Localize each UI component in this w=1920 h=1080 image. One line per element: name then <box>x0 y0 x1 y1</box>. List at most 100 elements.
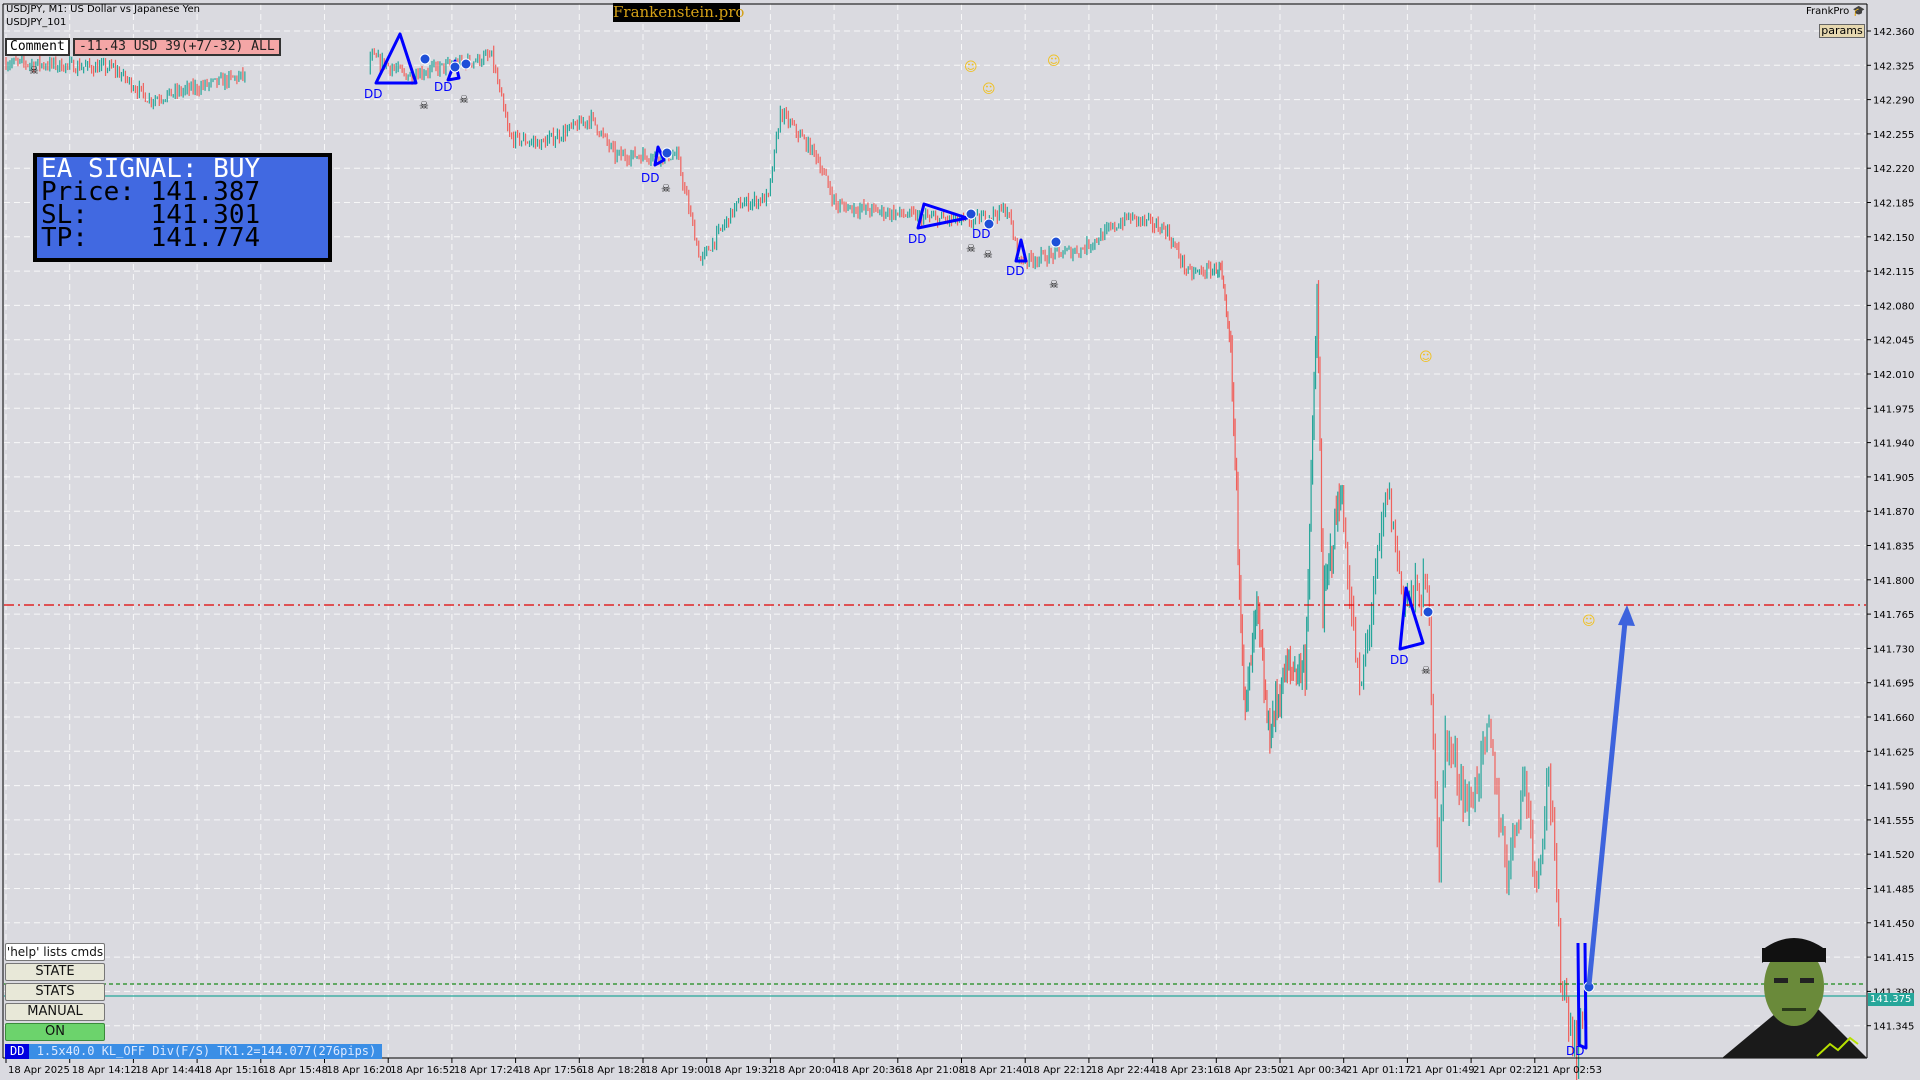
dd-label: DD <box>641 171 659 185</box>
dd-triangle <box>1398 586 1425 651</box>
price-tick-label: 142.255 <box>1873 130 1914 141</box>
buy-marker-icon <box>661 147 673 159</box>
price-tick-label: 142.045 <box>1873 336 1914 347</box>
price-tick-label: 141.345 <box>1873 1022 1914 1033</box>
price-tick-label: 141.870 <box>1873 507 1914 518</box>
price-tick-label: 142.325 <box>1873 61 1914 72</box>
price-tick-label: 141.730 <box>1873 644 1914 655</box>
manual-button[interactable]: MANUAL <box>5 1003 105 1021</box>
time-tick-label: 21 Apr 01:17 <box>1346 1065 1411 1076</box>
time-tick-label: 18 Apr 15:48 <box>263 1065 328 1076</box>
time-tick-label: 18 Apr 14:12 <box>72 1065 137 1076</box>
dd-triangle <box>1014 238 1028 263</box>
price-tick-label: 141.800 <box>1873 576 1914 587</box>
user-name: FrankPro <box>1806 6 1850 17</box>
dd-label: DD <box>364 87 382 101</box>
price-tick-label: 141.555 <box>1873 816 1914 827</box>
buy-marker-icon <box>449 61 461 73</box>
price-tick-label: 142.080 <box>1873 301 1914 312</box>
time-tick-label: 18 Apr 22:12 <box>1027 1065 1092 1076</box>
skull-icon: ☠ <box>1049 278 1059 291</box>
price-tick-label: 141.485 <box>1873 885 1914 896</box>
price-tick-label: 141.765 <box>1873 610 1914 621</box>
pnl-summary: -11.43 USD 39(+7/-32) ALL <box>73 38 281 56</box>
dd-triangle <box>1576 942 1588 1050</box>
time-tick-label: 18 Apr 23:50 <box>1218 1065 1283 1076</box>
price-tick-label: 142.290 <box>1873 96 1914 107</box>
time-tick-label: 18 Apr 16:20 <box>327 1065 392 1076</box>
price-axis: 142.360 142.325 142.290 142.255 142.220 142.1… <box>1867 27 1914 1033</box>
price-tick-label: 141.940 <box>1873 439 1914 450</box>
time-tick-label: 21 Apr 02:53 <box>1537 1065 1602 1076</box>
dd-label: DD <box>908 232 926 246</box>
price-tick-label: 141.660 <box>1873 713 1914 724</box>
price-tick-label: 141.625 <box>1873 747 1914 758</box>
state-button[interactable]: STATE <box>5 963 105 981</box>
time-tick-label: 18 Apr 17:24 <box>454 1065 519 1076</box>
price-tick-label: 141.450 <box>1873 919 1914 930</box>
smiley-icon: ☺ <box>1047 54 1061 69</box>
skull-icon: ☠ <box>419 99 429 112</box>
brand-logo: Frankenstein.pro <box>613 3 745 22</box>
time-tick-label: 18 Apr 15:16 <box>199 1065 264 1076</box>
frankenstein-portrait <box>1722 938 1867 1058</box>
signal-heading: EA SIGNAL: BUY <box>41 154 261 184</box>
price-tick-label: 141.380 <box>1873 987 1914 998</box>
signal-tp: TP: 141.774 <box>41 223 261 253</box>
command-input[interactable]: 'help' lists cmds <box>5 943 105 961</box>
time-tick-label: 18 Apr 17:56 <box>518 1065 583 1076</box>
buy-marker-icon <box>1422 606 1434 618</box>
time-tick-label: 21 Apr 00:34 <box>1282 1065 1347 1076</box>
signal-price: Price: 141.387 <box>41 177 261 207</box>
dd-triangle <box>374 32 418 85</box>
time-tick-label: 18 Apr 21:40 <box>964 1065 1029 1076</box>
price-tick-label: 142.220 <box>1873 164 1914 175</box>
time-tick-label: 18 Apr 19:32 <box>709 1065 774 1076</box>
price-tick-label: 141.905 <box>1873 473 1914 484</box>
price-tick-label: 141.835 <box>1873 542 1914 553</box>
buy-marker-icon <box>419 53 431 65</box>
price-tick-label: 141.695 <box>1873 679 1914 690</box>
buy-marker-icon <box>460 58 472 70</box>
time-tick-label: 18 Apr 16:52 <box>390 1065 455 1076</box>
symbol-title: USDJPY, M1: US Dollar vs Japanese Yen <box>6 4 200 15</box>
price-tick-label: 142.115 <box>1873 267 1914 278</box>
time-tick-label: 18 Apr 21:08 <box>900 1065 965 1076</box>
buy-marker-icon <box>1050 236 1062 248</box>
signal-sl: SL: 141.301 <box>41 200 261 230</box>
graduation-cap-icon: 🎓 <box>1852 6 1865 17</box>
buy-marker-icon <box>983 218 995 230</box>
current-price-label: 141.375 <box>1868 993 1914 1006</box>
time-tick-label: 18 Apr 22:44 <box>1091 1065 1156 1076</box>
price-tick-label: 141.975 <box>1873 404 1914 415</box>
price-tick-label: 142.010 <box>1873 370 1914 381</box>
time-tick-label: 18 Apr 20:04 <box>772 1065 837 1076</box>
price-tick-label: 142.150 <box>1873 233 1914 244</box>
skull-icon: ☠ <box>29 64 39 77</box>
time-tick-label: 21 Apr 01:49 <box>1409 1065 1474 1076</box>
dd-label: DD <box>434 80 452 94</box>
stats-button[interactable]: STATS <box>5 983 105 1001</box>
time-tick-label: 21 Apr 02:21 <box>1473 1065 1538 1076</box>
status-bar: DD 1.5x40.0 KL_OFF Div(F/S) TK1.2=144.07… <box>5 1044 383 1059</box>
time-tick-label: 18 Apr 20:36 <box>836 1065 901 1076</box>
comment-label: Comment <box>5 38 70 56</box>
smiley-icon: ☺ <box>1582 614 1596 629</box>
indicator-name: USDJPY_101 <box>6 17 67 28</box>
dd-label: DD <box>1566 1044 1584 1058</box>
user-badge: FrankPro 🎓 <box>1806 6 1865 17</box>
time-tick-label: 18 Apr 18:28 <box>581 1065 646 1076</box>
skull-icon: ☠ <box>459 93 469 106</box>
smiley-icon: ☺ <box>982 82 996 97</box>
on-toggle-button[interactable]: ON <box>5 1023 105 1041</box>
dd-triangle <box>916 202 969 230</box>
smiley-icon: ☺ <box>1419 350 1433 365</box>
dd-labels: DD DD DD DD DD DD DD DD <box>364 80 1584 1058</box>
buy-signal-arrow-icon <box>1586 605 1635 986</box>
price-tick-label: 142.185 <box>1873 199 1914 210</box>
skull-icon: ☠ <box>661 182 671 195</box>
dd-label: DD <box>1006 264 1024 278</box>
skull-icon: ☠ <box>966 242 976 255</box>
params-button[interactable]: params <box>1819 24 1865 38</box>
